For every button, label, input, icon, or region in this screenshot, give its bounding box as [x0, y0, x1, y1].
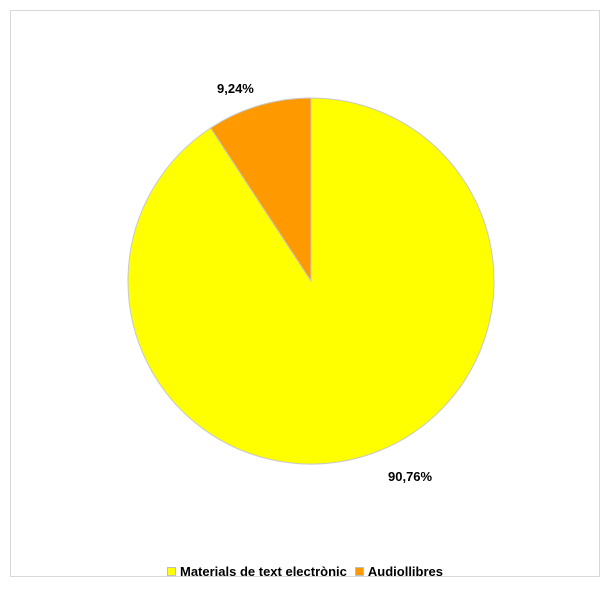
legend-swatch-audiollibres: [354, 567, 364, 576]
legend-label-audiollibres: Audiollibres: [367, 564, 444, 579]
legend-swatch-materials: [166, 567, 176, 576]
legend-label-materials: Materials de text electrònic: [179, 564, 347, 579]
legend: Materials de text electrònic Audiollibre…: [11, 564, 599, 579]
legend-item-materials: Materials de text electrònic: [166, 564, 347, 579]
pie-chart: [127, 97, 495, 465]
legend-item-audiollibres: Audiollibres: [354, 564, 444, 579]
data-label-materials: 90,76%: [388, 469, 433, 484]
chart-area: 9,24% 90,76% Materials de text electròni…: [10, 10, 600, 579]
pie-slice-audiollibres: [209, 97, 312, 283]
data-label-audiollibres: 9,24%: [217, 81, 254, 96]
